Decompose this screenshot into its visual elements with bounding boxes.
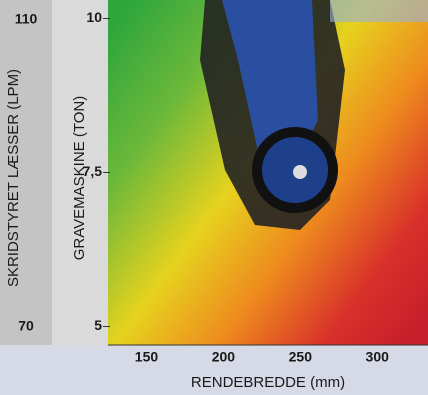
y-tick-label: 7,5 (83, 163, 103, 179)
trencher-illustration (200, 0, 428, 230)
x-tick-label: 200 (212, 349, 236, 365)
x-tick-label: 300 (366, 349, 390, 365)
y-tick-label: 10 (86, 9, 102, 25)
x-axis-label: RENDEBREDDE (mm) (191, 374, 345, 391)
lpm-panel (0, 0, 52, 345)
y-axis-label: GRAVEMASKINE (TON) (71, 96, 88, 260)
x-tick-label: 250 (289, 349, 313, 365)
y2-tick-label: 110 (15, 11, 38, 27)
x-tick-label: 150 (135, 349, 159, 365)
y2-axis-label: SKRIDSTYRET LÆSSER (LPM) (5, 69, 22, 287)
y2-tick-label: 70 (18, 317, 34, 333)
ton-panel (52, 0, 108, 345)
y-tick-label: 5 (94, 317, 102, 333)
